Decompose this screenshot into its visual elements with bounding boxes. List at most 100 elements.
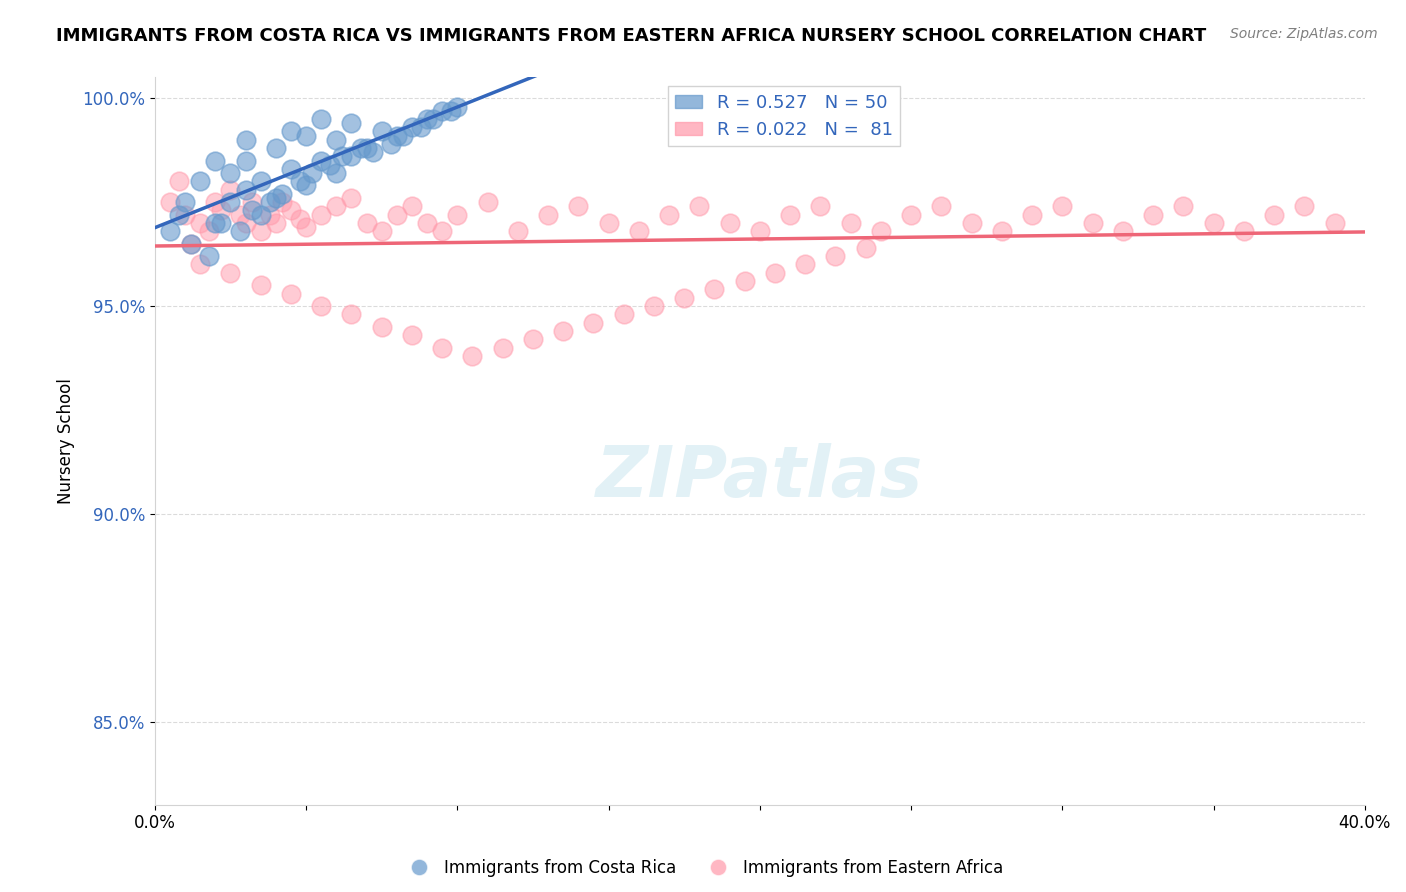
Point xyxy=(960,216,983,230)
Point xyxy=(325,133,347,147)
Point xyxy=(167,208,190,222)
Point xyxy=(643,299,665,313)
Point xyxy=(658,208,681,222)
Point xyxy=(319,158,342,172)
Point xyxy=(159,224,181,238)
Point xyxy=(340,149,363,163)
Point xyxy=(198,224,221,238)
Point xyxy=(235,133,257,147)
Point xyxy=(295,128,318,143)
Point xyxy=(1112,224,1135,238)
Point xyxy=(1052,199,1074,213)
Text: IMMIGRANTS FROM COSTA RICA VS IMMIGRANTS FROM EASTERN AFRICA NURSERY SCHOOL CORR: IMMIGRANTS FROM COSTA RICA VS IMMIGRANTS… xyxy=(56,27,1206,45)
Point xyxy=(280,161,302,176)
Point xyxy=(228,224,250,238)
Point xyxy=(264,141,287,155)
Point xyxy=(259,208,281,222)
Point xyxy=(401,120,423,135)
Point xyxy=(613,307,636,321)
Point xyxy=(380,136,402,151)
Point xyxy=(370,224,392,238)
Point xyxy=(446,208,468,222)
Point xyxy=(219,166,242,180)
Point xyxy=(794,257,817,271)
Point xyxy=(567,199,589,213)
Point xyxy=(385,208,408,222)
Point xyxy=(688,199,710,213)
Point xyxy=(703,282,725,296)
Point xyxy=(673,291,696,305)
Point xyxy=(370,319,392,334)
Point xyxy=(991,224,1014,238)
Point xyxy=(180,236,202,251)
Point xyxy=(219,195,242,210)
Point xyxy=(309,153,332,168)
Point xyxy=(1323,216,1346,230)
Point xyxy=(228,208,250,222)
Point xyxy=(209,203,232,218)
Point xyxy=(280,203,302,218)
Point xyxy=(188,257,211,271)
Point xyxy=(270,195,292,210)
Point xyxy=(309,112,332,126)
Point xyxy=(763,266,786,280)
Point xyxy=(385,128,408,143)
Point xyxy=(869,224,891,238)
Point xyxy=(416,112,439,126)
Point xyxy=(361,145,384,160)
Point xyxy=(288,211,311,226)
Point xyxy=(370,124,392,138)
Point xyxy=(280,124,302,138)
Point xyxy=(219,183,242,197)
Point xyxy=(1142,208,1164,222)
Point xyxy=(779,208,801,222)
Point xyxy=(537,208,560,222)
Point xyxy=(1233,224,1256,238)
Point xyxy=(446,99,468,113)
Point xyxy=(931,199,953,213)
Point xyxy=(295,178,318,193)
Point xyxy=(288,174,311,188)
Point xyxy=(855,241,877,255)
Point xyxy=(349,141,371,155)
Point xyxy=(188,216,211,230)
Point xyxy=(409,120,432,135)
Point xyxy=(824,249,846,263)
Point xyxy=(356,141,378,155)
Point xyxy=(235,216,257,230)
Point xyxy=(249,174,271,188)
Point xyxy=(718,216,741,230)
Text: ZIPatlas: ZIPatlas xyxy=(596,443,924,512)
Point xyxy=(159,195,181,210)
Point xyxy=(174,195,197,210)
Point xyxy=(325,199,347,213)
Legend: R = 0.527   N = 50, R = 0.022   N =  81: R = 0.527 N = 50, R = 0.022 N = 81 xyxy=(668,87,900,146)
Point xyxy=(204,216,226,230)
Point xyxy=(356,216,378,230)
Point xyxy=(249,208,271,222)
Point xyxy=(340,116,363,130)
Point xyxy=(240,203,263,218)
Point xyxy=(492,341,515,355)
Point xyxy=(198,249,221,263)
Point xyxy=(219,266,242,280)
Point xyxy=(249,224,271,238)
Point xyxy=(734,274,756,288)
Point xyxy=(422,112,444,126)
Y-axis label: Nursery School: Nursery School xyxy=(58,378,75,504)
Point xyxy=(440,103,463,118)
Point xyxy=(209,216,232,230)
Point xyxy=(332,149,354,163)
Point xyxy=(1081,216,1104,230)
Point xyxy=(1021,208,1043,222)
Point xyxy=(808,199,831,213)
Point xyxy=(309,208,332,222)
Point xyxy=(506,224,529,238)
Point xyxy=(167,174,190,188)
Point xyxy=(416,216,439,230)
Point xyxy=(325,166,347,180)
Point xyxy=(188,174,211,188)
Point xyxy=(1202,216,1225,230)
Point xyxy=(235,183,257,197)
Point xyxy=(174,208,197,222)
